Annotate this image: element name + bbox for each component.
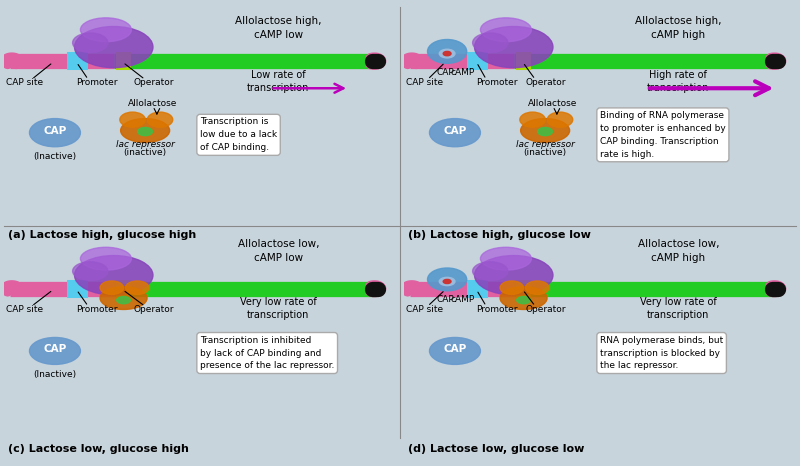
Text: cAMP: cAMP [450, 295, 474, 304]
Circle shape [430, 118, 481, 147]
Text: Allolactose: Allolactose [128, 99, 178, 108]
Text: (Inactive): (Inactive) [34, 152, 77, 161]
Text: Promoter: Promoter [77, 78, 118, 87]
Ellipse shape [481, 18, 531, 41]
Text: Allolactose: Allolactose [528, 99, 578, 108]
Ellipse shape [120, 112, 146, 127]
Ellipse shape [481, 247, 531, 270]
Text: RNA polymerase binds, but
transcription is blocked by
the lac repressor.: RNA polymerase binds, but transcription … [600, 336, 723, 370]
Ellipse shape [73, 262, 108, 281]
Text: (b) Lactose high, glucose low: (b) Lactose high, glucose low [408, 230, 590, 240]
Ellipse shape [473, 33, 508, 53]
Text: CAP: CAP [436, 295, 454, 304]
Ellipse shape [473, 262, 508, 281]
Text: (Inactive): (Inactive) [34, 370, 77, 378]
Text: Allolactose high,
cAMP high: Allolactose high, cAMP high [635, 16, 722, 40]
Text: Promoter: Promoter [477, 305, 518, 314]
Circle shape [443, 280, 451, 283]
Ellipse shape [81, 247, 131, 270]
Text: CAP site: CAP site [6, 305, 43, 314]
Text: High rate of
transcription: High rate of transcription [647, 70, 710, 93]
Ellipse shape [439, 277, 455, 286]
Text: Very low rate of
transcription: Very low rate of transcription [640, 297, 717, 320]
Circle shape [30, 337, 81, 364]
Text: Operator: Operator [134, 305, 174, 314]
Text: (d) Lactose low, glucose low: (d) Lactose low, glucose low [408, 444, 584, 454]
Text: Promoter: Promoter [477, 78, 518, 87]
Ellipse shape [517, 296, 530, 304]
Ellipse shape [138, 128, 153, 136]
Ellipse shape [520, 112, 546, 127]
Ellipse shape [427, 40, 466, 63]
Text: Allolactose low,
cAMP high: Allolactose low, cAMP high [638, 239, 719, 263]
Ellipse shape [521, 118, 570, 143]
Text: (a) Lactose high, glucose high: (a) Lactose high, glucose high [8, 230, 196, 240]
Ellipse shape [474, 27, 553, 68]
Text: CAP: CAP [43, 126, 66, 136]
Text: Operator: Operator [134, 78, 174, 87]
Circle shape [30, 118, 81, 147]
Ellipse shape [500, 287, 547, 309]
Text: CAP site: CAP site [406, 78, 443, 87]
Text: cAMP: cAMP [450, 68, 474, 77]
Text: (inactive): (inactive) [123, 149, 166, 158]
Text: Very low rate of
transcription: Very low rate of transcription [240, 297, 317, 320]
Text: Binding of RNA polymerase
to promoter is enhanced by
CAP binding. Transcription
: Binding of RNA polymerase to promoter is… [600, 111, 726, 158]
Ellipse shape [526, 281, 549, 295]
Ellipse shape [538, 128, 553, 136]
Text: lac repressor: lac repressor [516, 140, 574, 149]
Text: CAP: CAP [443, 344, 466, 355]
Text: Low rate of
transcription: Low rate of transcription [247, 70, 310, 93]
Text: (c) Lactose low, glucose high: (c) Lactose low, glucose high [8, 444, 189, 454]
Ellipse shape [117, 296, 130, 304]
Ellipse shape [121, 118, 170, 143]
Text: Allolactose low,
cAMP low: Allolactose low, cAMP low [238, 239, 319, 263]
Ellipse shape [547, 112, 573, 127]
Ellipse shape [100, 281, 123, 295]
Text: CAP: CAP [443, 126, 466, 136]
Ellipse shape [100, 287, 147, 309]
Text: CAP site: CAP site [6, 78, 43, 87]
Text: Operator: Operator [526, 78, 566, 87]
Text: Transcription is
low due to a lack
of CAP binding.: Transcription is low due to a lack of CA… [200, 117, 277, 152]
Ellipse shape [74, 255, 153, 295]
Ellipse shape [73, 33, 108, 53]
Circle shape [443, 51, 451, 56]
Circle shape [430, 337, 481, 364]
Text: CAP: CAP [436, 68, 454, 77]
Text: Allolactose high,
cAMP low: Allolactose high, cAMP low [235, 16, 322, 40]
Text: CAP: CAP [43, 344, 66, 355]
Text: lac repressor: lac repressor [116, 140, 174, 149]
Text: CAP site: CAP site [406, 305, 443, 314]
Ellipse shape [81, 18, 131, 41]
Ellipse shape [126, 281, 149, 295]
Text: Promoter: Promoter [77, 305, 118, 314]
Ellipse shape [500, 281, 523, 295]
Ellipse shape [427, 268, 466, 291]
Ellipse shape [474, 255, 553, 295]
Text: Operator: Operator [526, 305, 566, 314]
Ellipse shape [439, 49, 455, 58]
Ellipse shape [147, 112, 173, 127]
Text: (inactive): (inactive) [523, 149, 566, 158]
Ellipse shape [74, 27, 153, 68]
Text: Transcription is inhibited
by lack of CAP binding and
presence of the lac repres: Transcription is inhibited by lack of CA… [200, 336, 334, 370]
